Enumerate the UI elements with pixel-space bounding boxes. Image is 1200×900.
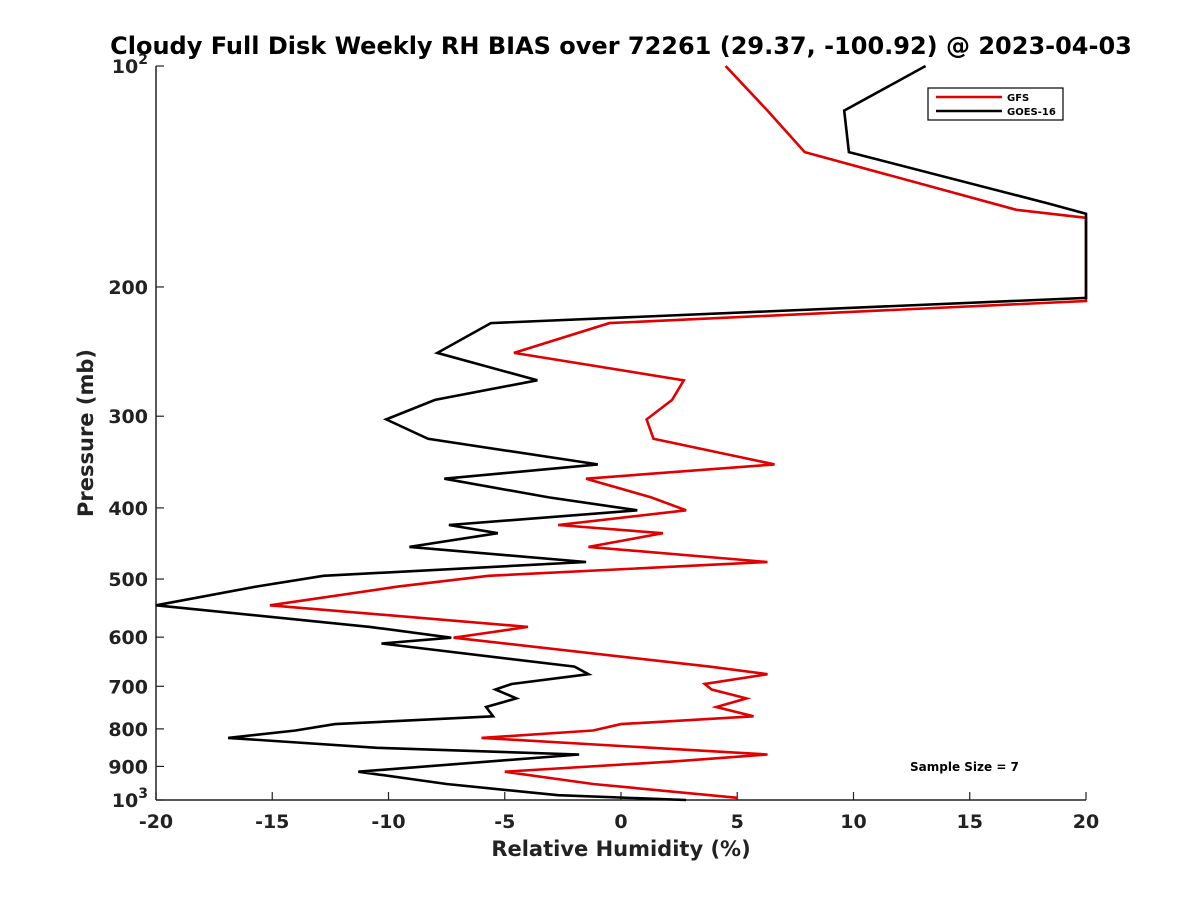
- series-line-gfs: [269, 65, 1088, 800]
- x-tick-label: -20: [139, 811, 173, 833]
- sample-size-annotation: Sample Size = 7: [910, 760, 1019, 774]
- x-tick-label: 10: [840, 811, 866, 833]
- y-axis-label: Pressure (mb): [74, 349, 98, 517]
- legend-label-gfs: GFS: [1007, 93, 1029, 104]
- y-tick-label: 800: [108, 719, 148, 741]
- legend-box: [927, 87, 1064, 121]
- y-axis-ticks: 102 200 300 400 500 600 700 800 900 103: [108, 52, 164, 812]
- legend-label-goes16: GOES-16: [1007, 107, 1056, 118]
- legend: GFS GOES-16: [927, 87, 1064, 121]
- y-tick-label: 700: [108, 676, 148, 698]
- y-tick-label: 400: [108, 498, 148, 520]
- chart-title: Cloudy Full Disk Weekly RH BIAS over 722…: [110, 32, 1132, 60]
- y-tick-label: 103: [112, 786, 148, 812]
- series-line-goes-16: [155, 64, 1088, 802]
- x-tick-label: -5: [494, 811, 515, 833]
- x-tick-label: -10: [371, 811, 405, 833]
- y-tick-label: 900: [108, 756, 148, 778]
- y-tick-label: 600: [108, 627, 148, 649]
- x-tick-label: 0: [614, 811, 627, 833]
- y-tick-label: 102: [112, 52, 148, 78]
- y-tick-label: 200: [108, 277, 148, 299]
- series-layer: [155, 64, 1088, 802]
- x-axis-label: Relative Humidity (%): [491, 837, 750, 861]
- x-tick-label: -15: [255, 811, 289, 833]
- x-tick-label: 5: [731, 811, 744, 833]
- x-tick-label: 20: [1073, 811, 1099, 833]
- y-tick-label: 500: [108, 569, 148, 591]
- y-tick-label: 300: [108, 406, 148, 428]
- x-tick-label: 15: [957, 811, 983, 833]
- x-axis-ticks: -20 -15 -10 -5 0 5 10 15 20: [139, 792, 1099, 833]
